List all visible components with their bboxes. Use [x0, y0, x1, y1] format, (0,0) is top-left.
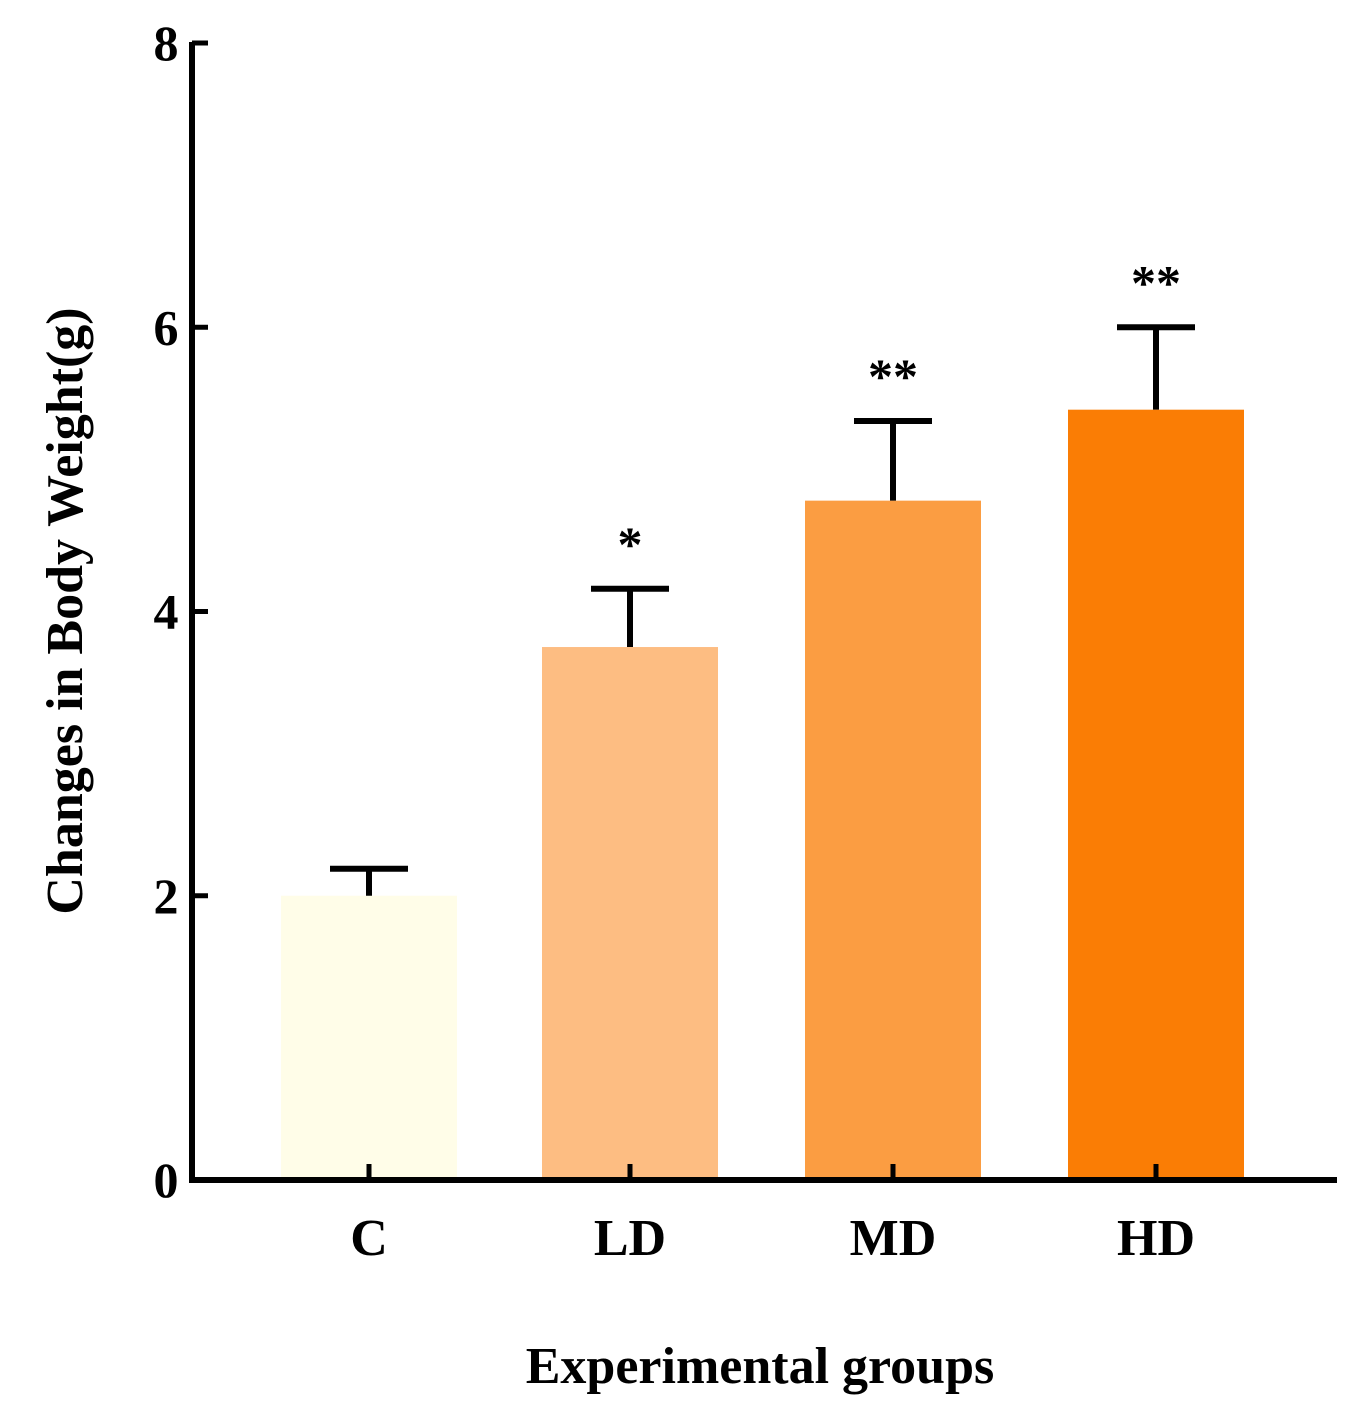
- x-ticks-layer: C LD MD HD: [350, 1164, 1195, 1267]
- x-tick-label-hd: HD: [1117, 1210, 1195, 1267]
- x-axis-title: Experimental groups: [526, 1338, 995, 1395]
- significance-label-hd: **: [1131, 254, 1181, 310]
- x-tick-label-c: C: [350, 1210, 388, 1267]
- y-tick-label-4: 4: [154, 584, 179, 640]
- y-tick-label-8: 8: [154, 15, 179, 71]
- bar-md: [805, 500, 981, 1181]
- y-tick-label-0: 0: [154, 1152, 179, 1208]
- bars-layer: [281, 409, 1244, 1181]
- y-axis-title: Changes in Body Weight(g): [37, 307, 94, 914]
- bar-c: [281, 895, 457, 1180]
- significance-layer: *****: [618, 254, 1182, 572]
- bar-ld: [542, 647, 718, 1180]
- x-tick-label-ld: LD: [594, 1210, 666, 1267]
- significance-label-ld: *: [618, 516, 643, 572]
- significance-label-md: **: [868, 348, 918, 404]
- x-tick-label-md: MD: [850, 1210, 937, 1267]
- bar-hd: [1068, 409, 1244, 1180]
- y-tick-label-2: 2: [154, 868, 179, 924]
- error-bars-layer: [330, 324, 1195, 896]
- y-ticks-layer: 0 2 4 6 8: [154, 15, 208, 1208]
- y-tick-label-6: 6: [154, 299, 179, 355]
